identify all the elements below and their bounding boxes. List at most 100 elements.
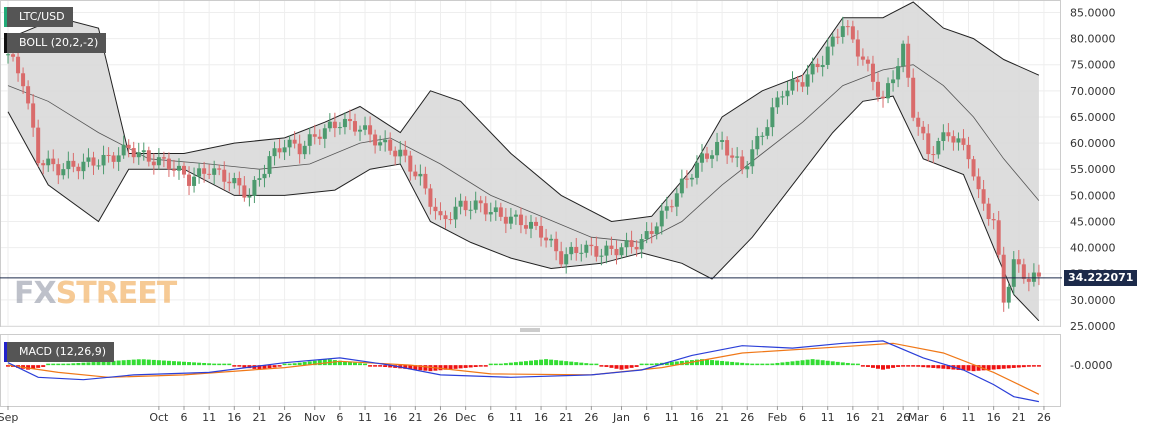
- macd-histogram-bar: [156, 360, 161, 366]
- macd-histogram-bar: [418, 365, 423, 371]
- y-tick-label: 70.0000: [1070, 85, 1116, 98]
- candle-body: [327, 121, 332, 129]
- macd-histogram-bar: [564, 361, 569, 366]
- macd-indicator-label: MACD (12,26,9): [4, 342, 115, 362]
- macd-histogram-bar: [860, 365, 865, 367]
- macd-histogram-bar: [549, 359, 554, 366]
- candle-body: [554, 238, 559, 252]
- candle-body: [41, 163, 46, 166]
- candle-body: [986, 203, 991, 220]
- macd-histogram-bar: [870, 365, 875, 368]
- candle-body: [549, 238, 554, 241]
- macd-histogram-bar: [448, 365, 453, 370]
- candle-body: [946, 132, 951, 137]
- candle-body: [644, 231, 649, 239]
- candle-body: [735, 156, 740, 158]
- macd-histogram-bar: [599, 365, 604, 367]
- macd-histogram-bar: [790, 361, 795, 366]
- candle-body: [805, 74, 810, 87]
- candle-body: [368, 125, 373, 135]
- candle-body: [931, 154, 936, 156]
- candle-body: [443, 215, 448, 220]
- candle-body: [478, 200, 483, 204]
- macd-histogram-bar: [227, 363, 232, 366]
- candle-body: [247, 195, 252, 198]
- candle-body: [56, 164, 61, 176]
- boll-indicator-label: BOLL (20,2,-2): [4, 33, 107, 53]
- candle-body: [131, 148, 136, 158]
- candle-body: [534, 221, 539, 226]
- candle-body: [408, 155, 413, 172]
- candle-body: [292, 139, 297, 144]
- candle-body: [523, 225, 528, 229]
- macd-histogram-bar: [146, 359, 151, 366]
- x-tick-label: 11: [962, 411, 976, 424]
- candle-body: [156, 157, 161, 166]
- macd-histogram-bar: [217, 363, 222, 366]
- candle-body: [267, 156, 272, 174]
- candle-body: [891, 79, 896, 84]
- macd-histogram-bar: [408, 365, 413, 370]
- macd-histogram-bar: [881, 365, 886, 370]
- candle-body: [448, 219, 453, 221]
- x-tick-label: 6: [181, 411, 188, 424]
- macd-histogram-bar: [358, 363, 363, 366]
- x-tick-label: 26: [584, 411, 598, 424]
- macd-histogram-bar: [161, 360, 166, 366]
- candle-body: [518, 214, 523, 226]
- macd-histogram-bar: [669, 361, 674, 366]
- macd-histogram-bar: [423, 365, 428, 371]
- macd-histogram-bar: [488, 363, 493, 366]
- macd-histogram-bar: [151, 359, 156, 366]
- candle-body: [398, 149, 403, 157]
- candle-body: [1011, 259, 1016, 287]
- macd-histogram-bar: [192, 362, 197, 366]
- macd-histogram-bar: [31, 365, 36, 369]
- x-tick-label: 11: [202, 411, 216, 424]
- macd-histogram-bar: [222, 363, 227, 366]
- candle-body: [388, 139, 393, 151]
- macd-histogram-bar: [121, 360, 126, 366]
- candle-body: [332, 121, 337, 129]
- candle-body: [614, 248, 619, 256]
- macd-histogram-bar: [735, 362, 740, 366]
- candle-body: [886, 83, 891, 99]
- macd-histogram-bar: [770, 363, 775, 366]
- macd-histogram-bar: [267, 365, 272, 369]
- macd-histogram-bar: [378, 365, 383, 367]
- x-tick-label: Jan: [612, 411, 630, 424]
- y-tick-label: 60.0000: [1070, 137, 1116, 150]
- candle-body: [664, 206, 669, 211]
- bollinger-middle-line: [7, 64, 1040, 243]
- candle-body: [785, 90, 790, 97]
- candle-body: [403, 149, 408, 156]
- candle-body: [121, 144, 126, 156]
- candle-body: [870, 63, 875, 82]
- candle-body: [941, 132, 946, 142]
- macd-histogram-bar: [383, 365, 388, 367]
- macd-histogram-bar: [262, 365, 267, 369]
- macd-histogram-bar: [579, 362, 584, 366]
- candle-body: [212, 168, 217, 175]
- macd-histogram-bar: [1026, 365, 1031, 367]
- macd-signal-line: [7, 342, 1040, 395]
- candle-body: [529, 221, 533, 229]
- macd-histogram-bar: [941, 365, 946, 369]
- macd-histogram-bar: [473, 365, 478, 367]
- macd-histogram-bar: [609, 365, 614, 368]
- candle-body: [694, 162, 699, 178]
- candle-body: [222, 169, 227, 182]
- x-tick-label: Dec: [455, 411, 476, 424]
- macd-histogram-bar: [478, 365, 483, 367]
- x-tick-label: 26: [740, 411, 754, 424]
- candle-body: [31, 103, 36, 128]
- macd-histogram-bar: [961, 365, 966, 371]
- macd-histogram-bar: [916, 365, 921, 367]
- macd-histogram-bar: [604, 365, 609, 367]
- x-tick-label: 21: [559, 411, 573, 424]
- candle-body: [725, 140, 730, 156]
- candle-body: [257, 178, 262, 180]
- macd-histogram-bar: [614, 365, 619, 369]
- candle-body: [16, 56, 21, 74]
- candle-body: [227, 181, 232, 184]
